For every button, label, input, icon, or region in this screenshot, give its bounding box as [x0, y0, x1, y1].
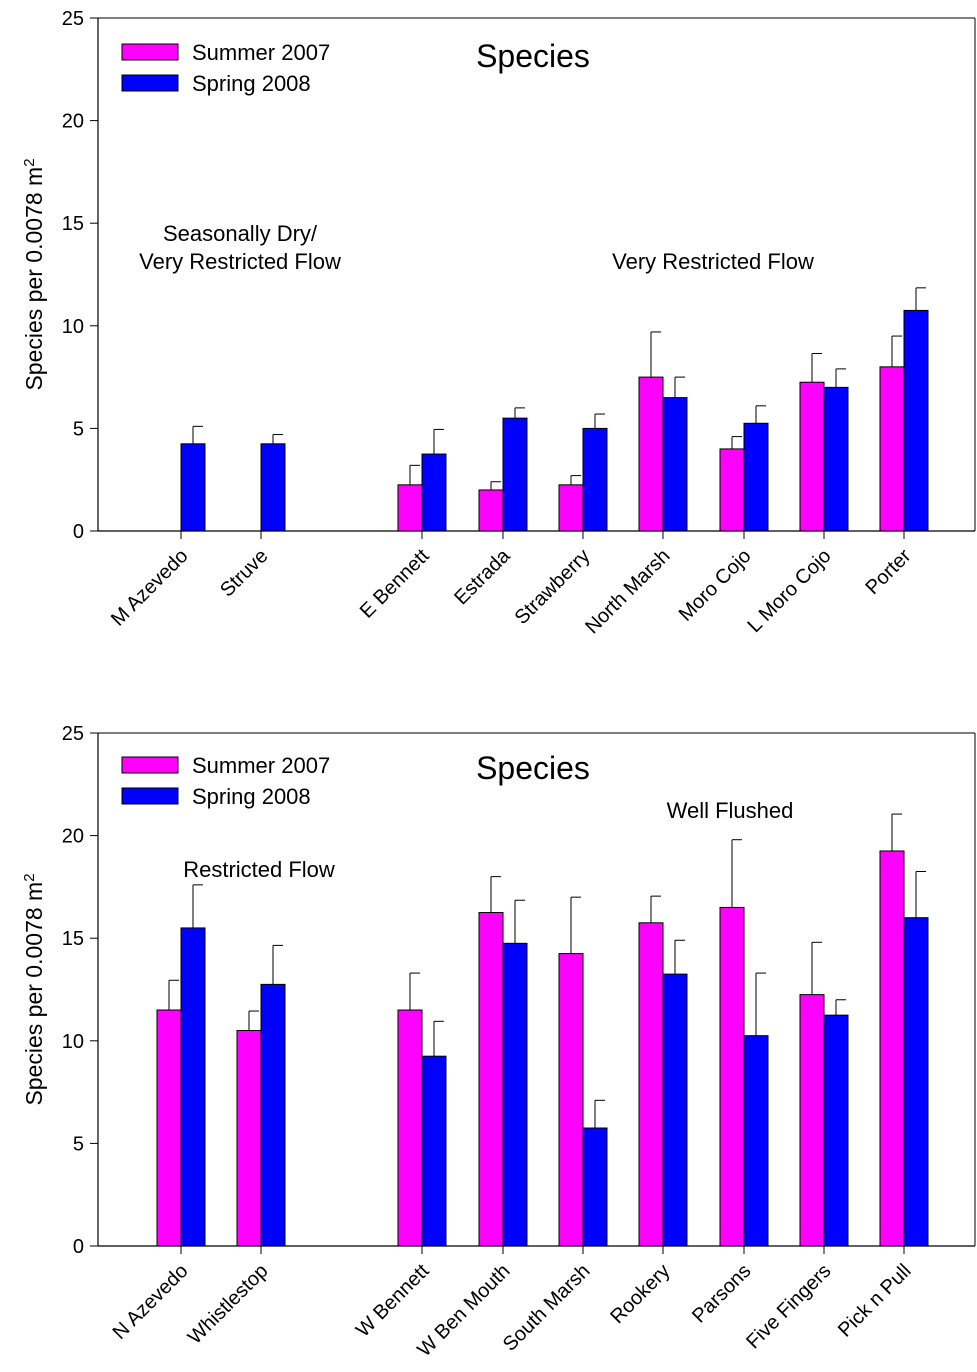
legend-swatch: [121, 787, 179, 805]
x-tick-label: Struve: [216, 545, 272, 601]
bar-spring-2008: [260, 983, 286, 1247]
y-tick-label: 15: [62, 213, 84, 235]
bar-summer-2007: [478, 489, 504, 532]
bar-spring-2008: [582, 1127, 608, 1247]
legend-swatch: [121, 74, 179, 92]
x-tick-label: Parsons: [688, 1260, 755, 1327]
legend-label: Spring 2008: [192, 784, 311, 809]
bar-summer-2007: [879, 850, 905, 1247]
y-tick-label: 15: [62, 928, 84, 950]
bar-spring-2008: [260, 443, 286, 532]
bar-spring-2008: [743, 1035, 769, 1247]
y-tick-label: 0: [73, 521, 84, 543]
group-label: Well Flushed: [667, 798, 794, 823]
chart-title: Species: [476, 750, 590, 786]
chart-panel-bottom: 0 5 10 15 20 25 Species per 0.0078 m2 N Azevedo…: [21, 723, 976, 1361]
x-tick-label: North Marsh: [581, 545, 674, 638]
bar-summer-2007: [879, 366, 905, 532]
bar-spring-2008: [662, 397, 688, 532]
bar-summer-2007: [236, 1030, 262, 1247]
x-tick-label: M Azevedo: [107, 545, 193, 631]
bar-spring-2008: [180, 927, 206, 1247]
y-tick-label: 0: [73, 1236, 84, 1258]
y-tick-label: 10: [62, 1031, 84, 1053]
bar-summer-2007: [558, 953, 584, 1247]
x-tick-label: L Moro Cojo: [743, 545, 835, 637]
x-tick-label: Moro Cojo: [675, 545, 756, 626]
bar-summer-2007: [719, 906, 745, 1247]
bar-spring-2008: [502, 942, 528, 1247]
y-tick-label: 10: [62, 316, 84, 338]
legend-label: Summer 2007: [192, 753, 330, 778]
bar-summer-2007: [638, 922, 664, 1247]
group-label: Restricted Flow: [183, 857, 335, 882]
y-axis-label-superscript: 2: [21, 873, 38, 881]
bar-spring-2008: [823, 1014, 849, 1247]
y-axis-label: Species per 0.0078 m2: [21, 873, 48, 1105]
x-tick-label: E Bennett: [356, 545, 434, 623]
chart-title: Species: [476, 38, 590, 74]
y-axis-label-text: Species per 0.0078 m: [21, 882, 47, 1106]
bar-summer-2007: [638, 376, 664, 532]
y-tick-label: 25: [62, 723, 84, 745]
legend-swatch: [121, 43, 179, 61]
group-label: Seasonally Dry/: [163, 221, 318, 246]
legend-swatch: [121, 756, 179, 774]
group-label: Very Restricted Flow: [139, 249, 341, 274]
group-label: Very Restricted Flow: [612, 249, 814, 274]
y-axis-label-text: Species per 0.0078 m: [21, 167, 47, 391]
x-tick-label: N Azevedo: [109, 1260, 193, 1344]
x-tick-label: Estrada: [450, 544, 515, 609]
bar-summer-2007: [799, 994, 825, 1247]
x-tick-label: W Bennett: [352, 1260, 434, 1342]
bar-summer-2007: [156, 1009, 182, 1247]
bar-summer-2007: [397, 1009, 423, 1247]
bar-spring-2008: [180, 443, 206, 532]
x-tick-label: Five Fingers: [742, 1260, 835, 1353]
bar-spring-2008: [662, 973, 688, 1247]
bar-summer-2007: [397, 484, 423, 532]
x-tick-label: Strawberry: [511, 545, 595, 629]
y-tick-label: 25: [62, 8, 84, 30]
bar-spring-2008: [582, 427, 608, 532]
bar-spring-2008: [421, 453, 447, 532]
y-tick-label: 5: [73, 1133, 84, 1155]
x-tick-label: Porter: [861, 545, 915, 599]
bar-spring-2008: [502, 417, 528, 532]
y-axis-label-superscript: 2: [21, 158, 38, 166]
bar-spring-2008: [903, 917, 929, 1247]
y-tick-label: 5: [73, 418, 84, 440]
bar-spring-2008: [421, 1055, 447, 1247]
chart-panel-top: 0 5 10 15 20 25 Species per 0.0078 m2 M Azevedo…: [21, 8, 976, 638]
legend-label: Spring 2008: [192, 71, 311, 96]
x-tick-label: Rookery: [606, 1260, 674, 1328]
bar-spring-2008: [823, 386, 849, 532]
bar-summer-2007: [478, 912, 504, 1247]
legend-label: Summer 2007: [192, 40, 330, 65]
bar-spring-2008: [903, 309, 929, 532]
x-tick-label: Whistlestop: [184, 1260, 273, 1349]
bar-summer-2007: [799, 381, 825, 532]
x-tick-label: Pick n Pull: [834, 1260, 916, 1342]
y-tick-label: 20: [62, 111, 84, 133]
y-tick-label: 20: [62, 826, 84, 848]
y-axis-label: Species per 0.0078 m2: [21, 158, 48, 390]
bar-summer-2007: [719, 448, 745, 532]
bar-spring-2008: [743, 422, 769, 532]
bar-summer-2007: [558, 484, 584, 532]
